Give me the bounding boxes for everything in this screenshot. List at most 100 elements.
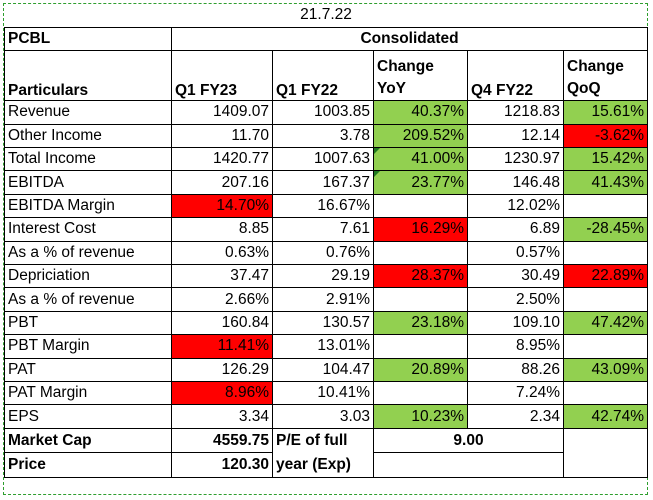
cell-qoq[interactable]: 15.42% (562, 147, 649, 172)
row-label[interactable]: As a % of revenue (4, 287, 172, 312)
row-label[interactable]: As a % of revenue (4, 240, 172, 266)
cell-qoq[interactable]: 22.89% (562, 264, 649, 289)
cell-q1fy22[interactable]: 10.41% (272, 380, 374, 406)
cell-q1fy23[interactable]: 2.66% (171, 287, 273, 312)
row-label[interactable]: EBITDA (4, 170, 172, 195)
cell-q4fy22[interactable]: 0.57% (467, 240, 564, 266)
cell-yoy[interactable] (373, 193, 468, 219)
price-value[interactable]: 120.30 (171, 452, 273, 478)
row-label[interactable]: EPS (4, 404, 172, 429)
row-label[interactable]: Interest Cost (4, 217, 172, 242)
cell-yoy[interactable]: 16.29% (373, 217, 468, 242)
cell-yoy[interactable]: 28.37% (373, 264, 468, 289)
cell-qoq[interactable]: -28.45% (562, 217, 649, 242)
row-label[interactable]: Depriciation (4, 264, 172, 289)
cell-q4fy22[interactable]: 30.49 (467, 264, 564, 289)
date-cell[interactable]: 21.7.22 (4, 4, 648, 28)
row-label[interactable]: Total Income (4, 147, 172, 172)
cell-q1fy23[interactable]: 126.29 (171, 357, 273, 382)
cell-qoq[interactable]: 15.61% (562, 100, 649, 125)
cell-qoq[interactable]: 43.09% (562, 357, 649, 382)
market-cap-label[interactable]: Market Cap (4, 427, 172, 454)
header-particulars[interactable]: Particulars (4, 50, 172, 102)
cell-q4fy22[interactable]: 2.50% (467, 287, 564, 312)
cell-q1fy22[interactable]: 3.78 (272, 123, 374, 149)
row-label[interactable]: Other Income (4, 123, 172, 149)
cell-yoy[interactable]: 209.52% (373, 123, 468, 149)
cell-q1fy22[interactable]: 104.47 (272, 357, 374, 382)
cell-yoy[interactable] (373, 380, 468, 406)
cell-q4fy22[interactable]: 12.02% (467, 193, 564, 219)
cell-q1fy22[interactable]: 13.01% (272, 334, 374, 359)
cell-q1fy23[interactable]: 11.41% (171, 334, 273, 359)
section-cell[interactable]: Consolidated (170, 26, 649, 52)
empty-cell[interactable] (373, 452, 564, 478)
header-q4fy22[interactable]: Q4 FY22 (467, 50, 564, 102)
cell-q1fy22[interactable]: 1007.63 (272, 147, 374, 172)
cell-q1fy22[interactable]: 130.57 (272, 310, 374, 336)
header-q1fy23[interactable]: Q1 FY23 (171, 50, 273, 102)
cell-q4fy22[interactable]: 1218.83 (467, 100, 564, 125)
cell-q1fy22[interactable]: 29.19 (272, 264, 374, 289)
cell-qoq[interactable]: 47.42% (562, 310, 649, 336)
cell-q1fy23[interactable]: 8.96% (171, 380, 273, 406)
company-cell[interactable]: PCBL (4, 26, 172, 52)
pe-label[interactable]: P/E of full year (Exp) (272, 427, 374, 478)
cell-q1fy22[interactable]: 2.91% (272, 287, 374, 312)
empty-cell[interactable] (562, 427, 649, 478)
row-label[interactable]: PBT Margin (4, 334, 172, 359)
cell-qoq[interactable] (562, 240, 649, 266)
cell-q1fy22[interactable]: 167.37 (272, 170, 374, 195)
cell-q1fy23[interactable]: 3.34 (171, 404, 273, 429)
cell-qoq[interactable]: -3.62% (562, 123, 649, 149)
cell-yoy[interactable]: 23.77% (373, 170, 468, 195)
cell-yoy[interactable]: 41.00% (373, 147, 468, 172)
cell-q1fy22[interactable]: 7.61 (272, 217, 374, 242)
cell-q4fy22[interactable]: 1230.97 (467, 147, 564, 172)
cell-qoq[interactable]: 42.74% (562, 404, 649, 429)
cell-qoq[interactable] (562, 380, 649, 406)
cell-qoq[interactable] (562, 287, 649, 312)
cell-yoy[interactable]: 10.23% (373, 404, 468, 429)
header-q1fy22[interactable]: Q1 FY22 (272, 50, 374, 102)
cell-yoy[interactable]: 40.37% (373, 100, 468, 125)
cell-q4fy22[interactable]: 88.26 (467, 357, 564, 382)
cell-q1fy23[interactable]: 14.70% (171, 193, 273, 219)
cell-q1fy22[interactable]: 0.76% (272, 240, 374, 266)
row-label[interactable]: PAT Margin (4, 380, 172, 406)
header-change-yoy[interactable]: Change YoY (373, 50, 468, 102)
cell-yoy[interactable] (373, 287, 468, 312)
cell-q1fy23[interactable]: 11.70 (171, 123, 273, 149)
cell-q1fy23[interactable]: 160.84 (171, 310, 273, 336)
cell-q1fy22[interactable]: 16.67% (272, 193, 374, 219)
cell-q4fy22[interactable]: 6.89 (467, 217, 564, 242)
cell-q4fy22[interactable]: 12.14 (467, 123, 564, 149)
cell-qoq[interactable] (562, 334, 649, 359)
cell-yoy[interactable]: 20.89% (373, 357, 468, 382)
cell-q1fy23[interactable]: 0.63% (171, 240, 273, 266)
cell-yoy[interactable]: 23.18% (373, 310, 468, 336)
cell-q1fy22[interactable]: 3.03 (272, 404, 374, 429)
cell-qoq[interactable] (562, 193, 649, 219)
cell-q4fy22[interactable]: 146.48 (467, 170, 564, 195)
cell-q4fy22[interactable]: 8.95% (467, 334, 564, 359)
market-cap-value[interactable]: 4559.75 (171, 427, 273, 454)
cell-yoy[interactable] (373, 334, 468, 359)
cell-q4fy22[interactable]: 7.24% (467, 380, 564, 406)
row-label[interactable]: EBITDA Margin (4, 193, 172, 219)
cell-q4fy22[interactable]: 109.10 (467, 310, 564, 336)
cell-q1fy23[interactable]: 1420.77 (171, 147, 273, 172)
row-label[interactable]: Revenue (4, 100, 172, 125)
row-label[interactable]: PBT (4, 310, 172, 336)
cell-yoy[interactable] (373, 240, 468, 266)
cell-q1fy23[interactable]: 207.16 (171, 170, 273, 195)
price-label[interactable]: Price (4, 452, 172, 478)
row-label[interactable]: PAT (4, 357, 172, 382)
cell-q1fy23[interactable]: 8.85 (171, 217, 273, 242)
cell-q1fy22[interactable]: 1003.85 (272, 100, 374, 125)
cell-qoq[interactable]: 41.43% (562, 170, 649, 195)
header-change-qoq[interactable]: Change QoQ (562, 50, 649, 102)
cell-q1fy23[interactable]: 37.47 (171, 264, 273, 289)
pe-value[interactable]: 9.00 (373, 427, 564, 454)
cell-q4fy22[interactable]: 2.34 (467, 404, 564, 429)
